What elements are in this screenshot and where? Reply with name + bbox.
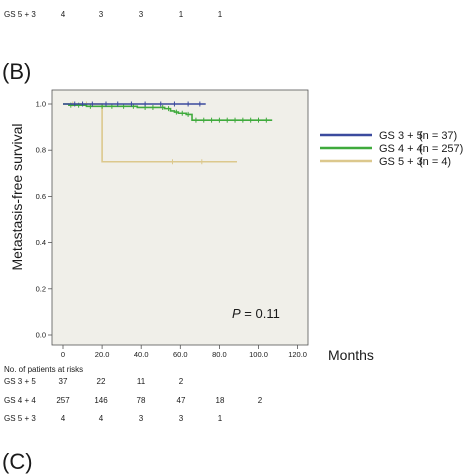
y-axis-label: Metastasis-free survival — [9, 123, 25, 270]
risk-cell: 146 — [94, 396, 108, 405]
top-row-cell: 1 — [218, 10, 223, 19]
risk-cell: 47 — [177, 396, 186, 405]
survival-curves — [63, 101, 273, 165]
p-value-letter: P — [232, 306, 241, 321]
legend-label: GS 5 + 3 — [379, 156, 423, 168]
legend-n: (n = 257) — [419, 143, 463, 155]
risk-cell: 257 — [56, 396, 70, 405]
x-tick-label: 20.0 — [95, 350, 110, 359]
y-tick-label: 1.0 — [36, 100, 46, 109]
top-row-label: GS 5 + 3 — [4, 10, 36, 19]
top-row-values: 4 3 3 1 1 — [61, 10, 223, 19]
risk-table-title: No. of patients at risks — [4, 365, 83, 374]
plot-background — [51, 89, 309, 346]
legend-label: GS 4 + 4 — [379, 143, 423, 155]
legend-label: GS 3 + 5 — [379, 130, 423, 142]
risk-cell: 2 — [179, 377, 184, 386]
risk-cell: 78 — [137, 396, 146, 405]
risk-row-label: GS 4 + 4 — [4, 396, 36, 405]
x-tick-label: 80.0 — [212, 350, 227, 359]
x-tick-label: 120.0 — [288, 350, 307, 359]
risk-cell: 3 — [179, 414, 184, 423]
top-row-cell: 4 — [61, 10, 66, 19]
risk-cell: 1 — [218, 414, 223, 423]
x-tick-label: 60.0 — [173, 350, 188, 359]
risk-row-label: GS 3 + 5 — [4, 377, 36, 386]
risk-cell: 3 — [139, 414, 144, 423]
top-row-cell: 3 — [139, 10, 144, 19]
risk-table: GS 3 + 5 37 22 11 2 GS 4 + 4 257 146 78 47 18 2 GS 5… — [4, 377, 263, 423]
legend-n: (n = 37) — [419, 130, 457, 142]
curve-gs44 — [63, 103, 273, 121]
risk-cell: 11 — [137, 377, 146, 386]
panel-c-label: (C) — [2, 449, 33, 474]
x-tick-label: 0 — [61, 350, 65, 359]
legend: GS 3 + 5(n = 37)GS 4 + 4(n = 257)GS 5 + … — [320, 130, 463, 168]
y-tick-label: 0.0 — [36, 331, 46, 340]
y-tick-label: 0.2 — [36, 284, 46, 293]
risk-cell: 4 — [61, 414, 66, 423]
y-tick-label: 0.6 — [36, 192, 46, 201]
y-tick-label: 0.4 — [36, 238, 46, 247]
km-chart: 0.0 0.2 0.4 0.6 0.8 1.0 0 20.0 40.0 60.0 80.0 100.… — [9, 89, 374, 363]
top-row-cell: 3 — [99, 10, 104, 19]
risk-cell: 22 — [97, 377, 106, 386]
x-tick-label: 100.0 — [249, 350, 268, 359]
x-axis-label: Months — [328, 347, 374, 363]
risk-cell: 18 — [216, 396, 225, 405]
p-value-text: = 0.11 — [241, 306, 280, 321]
risk-cell: 2 — [258, 396, 263, 405]
x-tick-label: 40.0 — [134, 350, 149, 359]
risk-cell: 4 — [99, 414, 104, 423]
x-axis-ticks: 0 20.0 40.0 60.0 80.0 100.0 120.0 — [61, 345, 307, 359]
top-row-cell: 1 — [179, 10, 184, 19]
legend-n: (n = 4) — [419, 156, 451, 168]
p-value-annotation: P = 0.11 — [232, 306, 280, 321]
y-axis-ticks: 0.0 0.2 0.4 0.6 0.8 1.0 — [36, 100, 52, 340]
risk-cell: 37 — [59, 377, 68, 386]
risk-row-label: GS 5 + 3 — [4, 414, 36, 423]
y-tick-label: 0.8 — [36, 146, 46, 155]
panel-b-label: (B) — [2, 59, 31, 84]
